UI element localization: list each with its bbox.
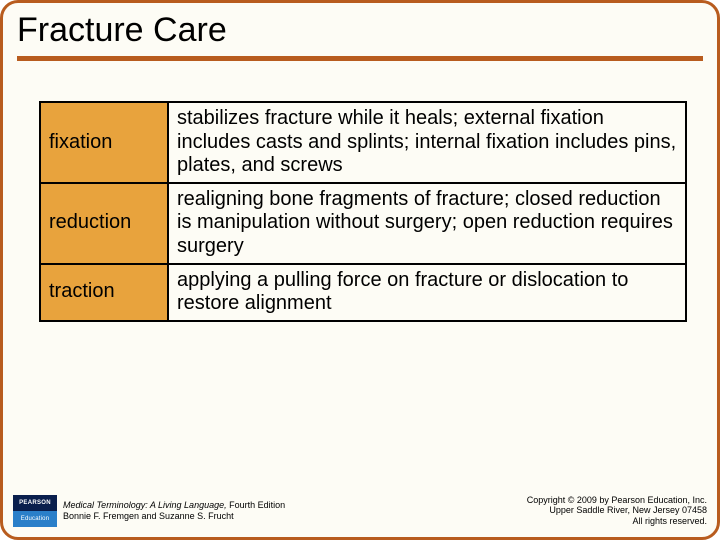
table-row: fixation stabilizes fracture while it he… [40, 102, 686, 183]
copyright-line: Copyright © 2009 by Pearson Education, I… [527, 495, 707, 506]
book-info: Medical Terminology: A Living Language, … [63, 500, 285, 522]
definition-cell: stabilizes fracture while it heals; exte… [168, 102, 686, 183]
address-line: Upper Saddle River, New Jersey 07458 [527, 505, 707, 516]
logo-top-text: PEARSON [13, 495, 57, 511]
footer-right: Copyright © 2009 by Pearson Education, I… [527, 495, 707, 527]
term-cell: reduction [40, 183, 168, 264]
definition-cell: applying a pulling force on fracture or … [168, 264, 686, 321]
book-title-line: Medical Terminology: A Living Language, … [63, 500, 285, 511]
term-cell: fixation [40, 102, 168, 183]
slide: Fracture Care fixation stabilizes fractu… [0, 0, 720, 540]
book-title: Medical Terminology: A Living Language, [63, 500, 227, 510]
page-title: Fracture Care [17, 11, 703, 56]
rights-line: All rights reserved. [527, 516, 707, 527]
table-row: reduction realigning bone fragments of f… [40, 183, 686, 264]
book-edition: Fourth Edition [227, 500, 286, 510]
pearson-logo: PEARSON Education [13, 495, 57, 527]
footer: PEARSON Education Medical Terminology: A… [13, 495, 707, 527]
term-cell: traction [40, 264, 168, 321]
title-underline [17, 56, 703, 61]
book-authors: Bonnie F. Fremgen and Suzanne S. Frucht [63, 511, 285, 522]
table-row: traction applying a pulling force on fra… [40, 264, 686, 321]
logo-bottom-text: Education [13, 511, 57, 527]
definition-cell: realigning bone fragments of fracture; c… [168, 183, 686, 264]
definitions-table: fixation stabilizes fracture while it he… [39, 101, 687, 322]
title-area: Fracture Care [17, 11, 703, 61]
footer-left: PEARSON Education Medical Terminology: A… [13, 495, 285, 527]
